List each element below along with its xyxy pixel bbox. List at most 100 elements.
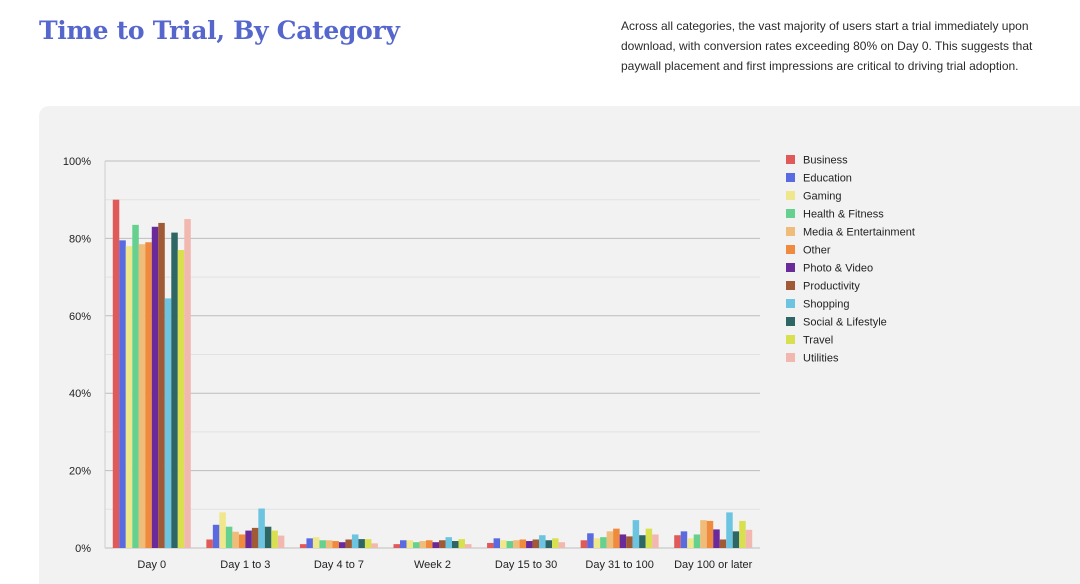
bar: [713, 529, 720, 548]
chart-description: Across all categories, the vast majority…: [621, 19, 1033, 73]
legend-swatch: [786, 209, 795, 218]
bar: [145, 242, 152, 548]
x-category-label: Day 0: [137, 559, 166, 571]
bar: [351, 534, 359, 548]
bar: [580, 540, 588, 548]
series-utilities: [184, 219, 753, 549]
bars: [112, 199, 753, 549]
bar: [119, 240, 126, 548]
legend-swatch: [786, 227, 795, 236]
legend-label: Utilities: [803, 353, 839, 365]
bar: [587, 533, 594, 548]
legend-label: Health & Fitness: [803, 209, 884, 221]
bar: [513, 540, 520, 548]
legend-swatch: [786, 353, 795, 362]
legend-swatch: [786, 317, 795, 326]
bar: [358, 539, 365, 548]
bar: [413, 542, 420, 548]
x-category-label: Day 4 to 7: [314, 559, 364, 571]
bar: [432, 542, 439, 548]
series-gaming: [125, 246, 694, 548]
bar: [319, 540, 326, 548]
bar: [419, 541, 426, 548]
bar-chart: 0% 20% 40% 60% 80% 100% Day 0 Day 1 to 3 Day 4 …: [63, 155, 915, 572]
bar: [552, 538, 559, 548]
bar: [626, 536, 633, 548]
bar: [406, 540, 413, 548]
bar: [526, 541, 533, 548]
y-tick-label: 20%: [69, 466, 91, 478]
bar: [232, 531, 239, 548]
bar: [277, 535, 285, 548]
bar: [632, 520, 640, 548]
bar: [639, 535, 646, 548]
legend: Business Education Gaming Health & Fitness M…: [786, 155, 915, 365]
series-shopping: [164, 298, 733, 548]
bar: [606, 531, 614, 548]
legend-item: Media & Entertainment: [786, 227, 915, 239]
x-category-label: Week 2: [414, 559, 451, 571]
bar: [506, 541, 514, 548]
x-category-label: Day 31 to 100: [585, 559, 654, 571]
bar: [674, 535, 681, 548]
legend-label: Gaming: [803, 191, 842, 203]
bar: [645, 528, 653, 548]
bar: [487, 542, 494, 548]
bar: [219, 512, 226, 548]
legend-label: Other: [803, 245, 831, 257]
bar: [264, 526, 272, 548]
series-other: [145, 242, 714, 548]
series-health-fitness: [132, 224, 701, 548]
legend-swatch: [786, 335, 795, 344]
bar: [125, 246, 133, 548]
legend-label: Photo & Video: [803, 263, 873, 275]
bar: [251, 527, 259, 548]
bar: [138, 244, 146, 548]
bar: [465, 544, 472, 548]
bar: [184, 219, 191, 549]
bar: [706, 520, 714, 548]
legend-swatch: [786, 155, 795, 164]
bar: [171, 232, 178, 548]
bar: [299, 544, 307, 548]
legend-label: Business: [803, 155, 848, 167]
legend-item: Productivity: [786, 281, 860, 293]
legend-label: Social & Lifestyle: [803, 317, 887, 329]
bar: [732, 531, 740, 548]
bar: [212, 524, 220, 548]
page-title: Time to Trial, By Category: [39, 16, 400, 45]
bar: [132, 224, 139, 548]
bar: [613, 528, 620, 548]
legend-item: Business: [786, 155, 848, 167]
legend-item: Utilities: [786, 353, 839, 365]
bar: [600, 537, 607, 548]
bar: [164, 298, 172, 548]
bar: [493, 538, 501, 548]
bar: [445, 537, 452, 548]
bar: [238, 534, 246, 548]
x-category-label: Day 1 to 3: [220, 559, 270, 571]
bar: [426, 540, 433, 548]
y-axis-ticks: 0% 20% 40% 60% 80% 100%: [63, 156, 91, 555]
series-travel: [177, 250, 746, 548]
series-photo-video: [151, 226, 720, 548]
y-tick-label: 100%: [63, 156, 91, 168]
bar: [539, 535, 546, 548]
bar: [271, 530, 278, 548]
bar: [726, 512, 733, 548]
bar: [680, 531, 688, 548]
series-business: [112, 199, 681, 548]
bar: [439, 540, 446, 548]
legend-swatch: [786, 173, 795, 182]
legend-item: Health & Fitness: [786, 209, 884, 221]
legend-item: Travel: [786, 335, 833, 347]
legend-item: Social & Lifestyle: [786, 317, 887, 329]
bar: [338, 542, 346, 548]
bar: [719, 539, 727, 548]
x-category-label: Day 15 to 30: [495, 559, 557, 571]
bar: [325, 540, 333, 548]
legend-item: Photo & Video: [786, 263, 873, 275]
bar: [158, 222, 165, 549]
legend-swatch: [786, 263, 795, 272]
bar: [258, 508, 265, 548]
